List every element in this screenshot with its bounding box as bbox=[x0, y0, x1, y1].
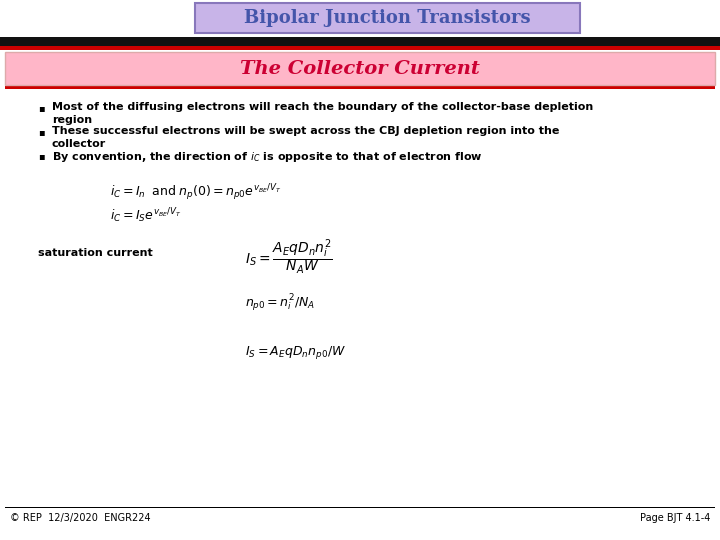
Text: ▪: ▪ bbox=[38, 127, 45, 137]
Text: By convention, the direction of $i_C$ is opposite to that of electron flow: By convention, the direction of $i_C$ is… bbox=[52, 150, 482, 164]
Bar bbox=[0, 37, 720, 46]
Text: The Collector Current: The Collector Current bbox=[240, 60, 480, 78]
Text: region: region bbox=[52, 115, 92, 125]
Text: © REP  12/3/2020  ENGR224: © REP 12/3/2020 ENGR224 bbox=[10, 513, 150, 523]
Bar bbox=[0, 46, 720, 50]
Text: Page BJT 4.1-4: Page BJT 4.1-4 bbox=[639, 513, 710, 523]
Text: $n_{p0} = n_i^2 / N_A$: $n_{p0} = n_i^2 / N_A$ bbox=[245, 292, 315, 313]
Text: $I_S = \dfrac{A_E q D_n n_i^2}{N_A W}$: $I_S = \dfrac{A_E q D_n n_i^2}{N_A W}$ bbox=[245, 238, 333, 278]
Text: $i_C = I_S e^{v_{BE}/V_T}$: $i_C = I_S e^{v_{BE}/V_T}$ bbox=[110, 206, 181, 225]
Bar bbox=[5, 52, 715, 85]
Bar bbox=[195, 3, 580, 33]
Text: These successful electrons will be swept across the CBJ depletion region into th: These successful electrons will be swept… bbox=[52, 126, 559, 136]
Text: collector: collector bbox=[52, 139, 107, 149]
Text: Bipolar Junction Transistors: Bipolar Junction Transistors bbox=[243, 9, 531, 27]
Text: saturation current: saturation current bbox=[38, 248, 153, 258]
Text: Most of the diffusing electrons will reach the boundary of the collector-base de: Most of the diffusing electrons will rea… bbox=[52, 102, 593, 112]
Bar bbox=[5, 86, 715, 89]
Text: $i_C = I_n \;\; \mathrm{and} \; n_p(0)= n_{p0}e^{v_{BE}/V_T}$: $i_C = I_n \;\; \mathrm{and} \; n_p(0)= … bbox=[110, 182, 282, 202]
Text: $I_S = A_E q D_n n_{p0} / W$: $I_S = A_E q D_n n_{p0} / W$ bbox=[245, 344, 346, 361]
Bar bbox=[5, 507, 715, 508]
Text: ▪: ▪ bbox=[38, 151, 45, 161]
Text: ▪: ▪ bbox=[38, 103, 45, 113]
